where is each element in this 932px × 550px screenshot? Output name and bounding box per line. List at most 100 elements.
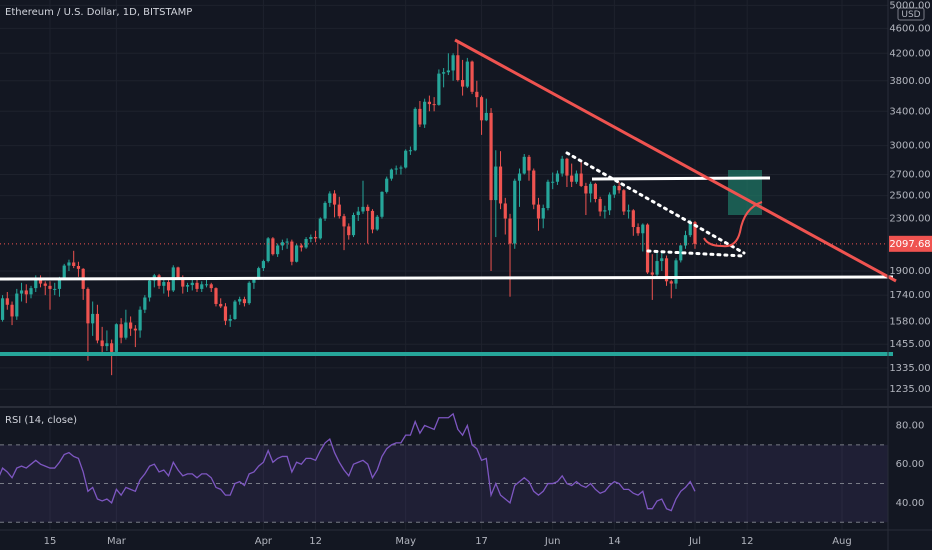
- candle-body: [114, 324, 118, 352]
- last-price-badge: [889, 235, 932, 252]
- candle-body: [299, 245, 303, 248]
- y-tick-label: 4200.00: [889, 48, 930, 59]
- candle-body: [5, 298, 9, 305]
- candle-body: [309, 237, 313, 239]
- candle-body: [133, 328, 137, 331]
- candle-body: [290, 241, 294, 262]
- candle-body: [62, 265, 66, 279]
- candle-body: [366, 206, 370, 211]
- candle-body: [679, 245, 683, 261]
- candle-body: [612, 185, 616, 195]
- candle-body: [0, 298, 5, 320]
- candle-body: [617, 185, 621, 191]
- candle-body: [34, 279, 38, 289]
- candle-body: [323, 202, 327, 219]
- candle-body: [214, 288, 218, 304]
- y-tick-label: 60.00: [896, 459, 925, 470]
- candle-body: [432, 104, 436, 106]
- candle-body: [53, 288, 57, 290]
- candle-body: [479, 97, 484, 121]
- candle-body: [105, 343, 109, 347]
- candle-body: [100, 340, 104, 347]
- candle-body: [119, 324, 123, 338]
- y-tick-label: 2300.00: [889, 214, 930, 225]
- candle-body: [110, 343, 114, 352]
- candle-body: [15, 293, 19, 317]
- candle-body: [427, 101, 431, 105]
- candle-body: [257, 268, 261, 280]
- candle-body: [24, 290, 28, 295]
- candle-body: [555, 173, 560, 182]
- candle-body: [157, 275, 161, 286]
- candle-body: [494, 166, 498, 201]
- y-tick-label: 2700.00: [889, 170, 930, 181]
- candle-body: [129, 322, 133, 329]
- candle-body: [351, 214, 356, 236]
- candle-body: [266, 238, 270, 262]
- dotted-line: [646, 249, 746, 258]
- candle-body: [683, 235, 688, 246]
- y-tick-label: 3800.00: [889, 76, 930, 87]
- y-tick-label: 1580.00: [889, 317, 930, 328]
- candle-body: [138, 309, 142, 331]
- candle-body: [489, 112, 493, 201]
- candle-body: [517, 173, 522, 181]
- candle-body: [570, 175, 574, 182]
- candle-body: [181, 277, 185, 287]
- candle-body: [313, 237, 318, 239]
- candle-body: [456, 55, 460, 81]
- currency-label: USD: [901, 10, 920, 20]
- candle-body: [375, 216, 379, 230]
- candle-body: [328, 193, 332, 203]
- candle-body: [19, 290, 24, 294]
- candle-body: [404, 150, 408, 168]
- chart-title: Ethereum / U.S. Dollar, 1D, BITSTAMP: [5, 7, 192, 18]
- x-tick-label: Aug: [832, 536, 852, 547]
- candle-body: [475, 91, 479, 98]
- candle-body: [498, 166, 503, 204]
- candle-body: [29, 288, 33, 295]
- candle-body: [67, 262, 71, 266]
- candle-body: [304, 238, 308, 248]
- x-tick-label: Jun: [544, 536, 561, 547]
- candle-body: [688, 222, 692, 236]
- candle-body: [10, 304, 14, 317]
- x-tick-label: 12: [741, 536, 754, 547]
- candle-body: [522, 156, 526, 174]
- candle-body: [318, 218, 322, 239]
- candle-body: [532, 170, 536, 205]
- currency-badge: [897, 7, 925, 21]
- y-tick-label: 5000.00: [889, 0, 930, 11]
- candle-body: [204, 284, 209, 286]
- marks: [0, 41, 888, 523]
- candle-body: [370, 210, 375, 230]
- rsi-line: [0, 412, 696, 512]
- candle-body: [91, 313, 95, 324]
- resistance-line: [591, 176, 771, 181]
- candle-body: [451, 55, 455, 71]
- candle-body: [418, 108, 422, 125]
- y-tick-label: 1900.00: [889, 266, 930, 277]
- candle-body: [143, 297, 147, 310]
- candle-body: [503, 203, 507, 219]
- candle-body: [176, 267, 180, 278]
- candle-body: [437, 73, 441, 105]
- candle-body: [57, 278, 62, 289]
- candle-body: [645, 224, 650, 273]
- candle-body: [261, 261, 266, 269]
- candle-body: [598, 198, 602, 212]
- candle-body: [76, 265, 81, 269]
- candle-body: [280, 242, 284, 246]
- candle-body: [223, 306, 228, 321]
- x-tick-label: 17: [475, 536, 488, 547]
- x-tick-label: 15: [44, 536, 57, 547]
- candle-body: [693, 222, 697, 244]
- candle-body: [674, 260, 678, 284]
- candle-body: [631, 210, 635, 228]
- y-tick-label: 1740.00: [889, 290, 930, 301]
- candle-body: [669, 281, 673, 284]
- candle-body: [228, 319, 232, 321]
- trend-line: [454, 38, 897, 283]
